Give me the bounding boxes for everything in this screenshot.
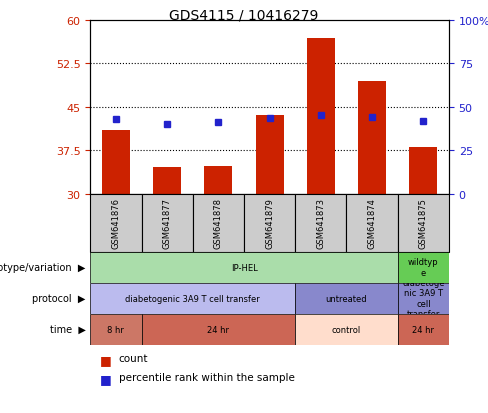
Text: time  ▶: time ▶ (49, 324, 85, 335)
Text: untreated: untreated (325, 294, 367, 303)
Text: percentile rank within the sample: percentile rank within the sample (119, 372, 294, 382)
Text: ■: ■ (100, 372, 112, 385)
Text: 8 hr: 8 hr (107, 325, 124, 334)
Text: GSM641878: GSM641878 (214, 197, 223, 249)
Bar (409, 148, 437, 194)
Bar (295, 194, 346, 252)
Text: count: count (119, 353, 148, 363)
Text: GSM641874: GSM641874 (367, 198, 377, 248)
Text: GSM641876: GSM641876 (111, 197, 121, 249)
Bar (398, 314, 449, 345)
Bar (90, 252, 398, 283)
Bar (142, 314, 295, 345)
Bar (142, 194, 193, 252)
Bar (193, 194, 244, 252)
Bar (90, 283, 295, 314)
Bar (346, 194, 398, 252)
Bar (256, 116, 284, 194)
Text: GSM641877: GSM641877 (163, 197, 172, 249)
Bar (398, 252, 449, 283)
Text: 24 hr: 24 hr (412, 325, 434, 334)
Bar (102, 131, 130, 194)
Bar (398, 283, 449, 314)
Text: wildtyp
e: wildtyp e (408, 258, 439, 277)
Text: GDS4115 / 10416279: GDS4115 / 10416279 (169, 8, 319, 22)
Bar (90, 194, 142, 252)
Text: diabetogenic 3A9 T cell transfer: diabetogenic 3A9 T cell transfer (125, 294, 260, 303)
Bar (295, 314, 398, 345)
Text: genotype/variation  ▶: genotype/variation ▶ (0, 262, 85, 273)
Bar (398, 194, 449, 252)
Bar (358, 81, 386, 194)
Bar (307, 39, 335, 194)
Text: diabetoge
nic 3A9 T
cell
transfer: diabetoge nic 3A9 T cell transfer (402, 278, 445, 318)
Text: GSM641875: GSM641875 (419, 198, 428, 248)
Bar (90, 314, 142, 345)
Bar (295, 283, 398, 314)
Bar (204, 166, 232, 194)
Text: GSM641873: GSM641873 (316, 197, 325, 249)
Text: 24 hr: 24 hr (207, 325, 229, 334)
Text: control: control (332, 325, 361, 334)
Bar (244, 194, 295, 252)
Text: protocol  ▶: protocol ▶ (32, 293, 85, 304)
Text: GSM641879: GSM641879 (265, 198, 274, 248)
Bar (153, 168, 181, 194)
Text: ■: ■ (100, 353, 112, 366)
Text: IP-HEL: IP-HEL (231, 263, 257, 272)
